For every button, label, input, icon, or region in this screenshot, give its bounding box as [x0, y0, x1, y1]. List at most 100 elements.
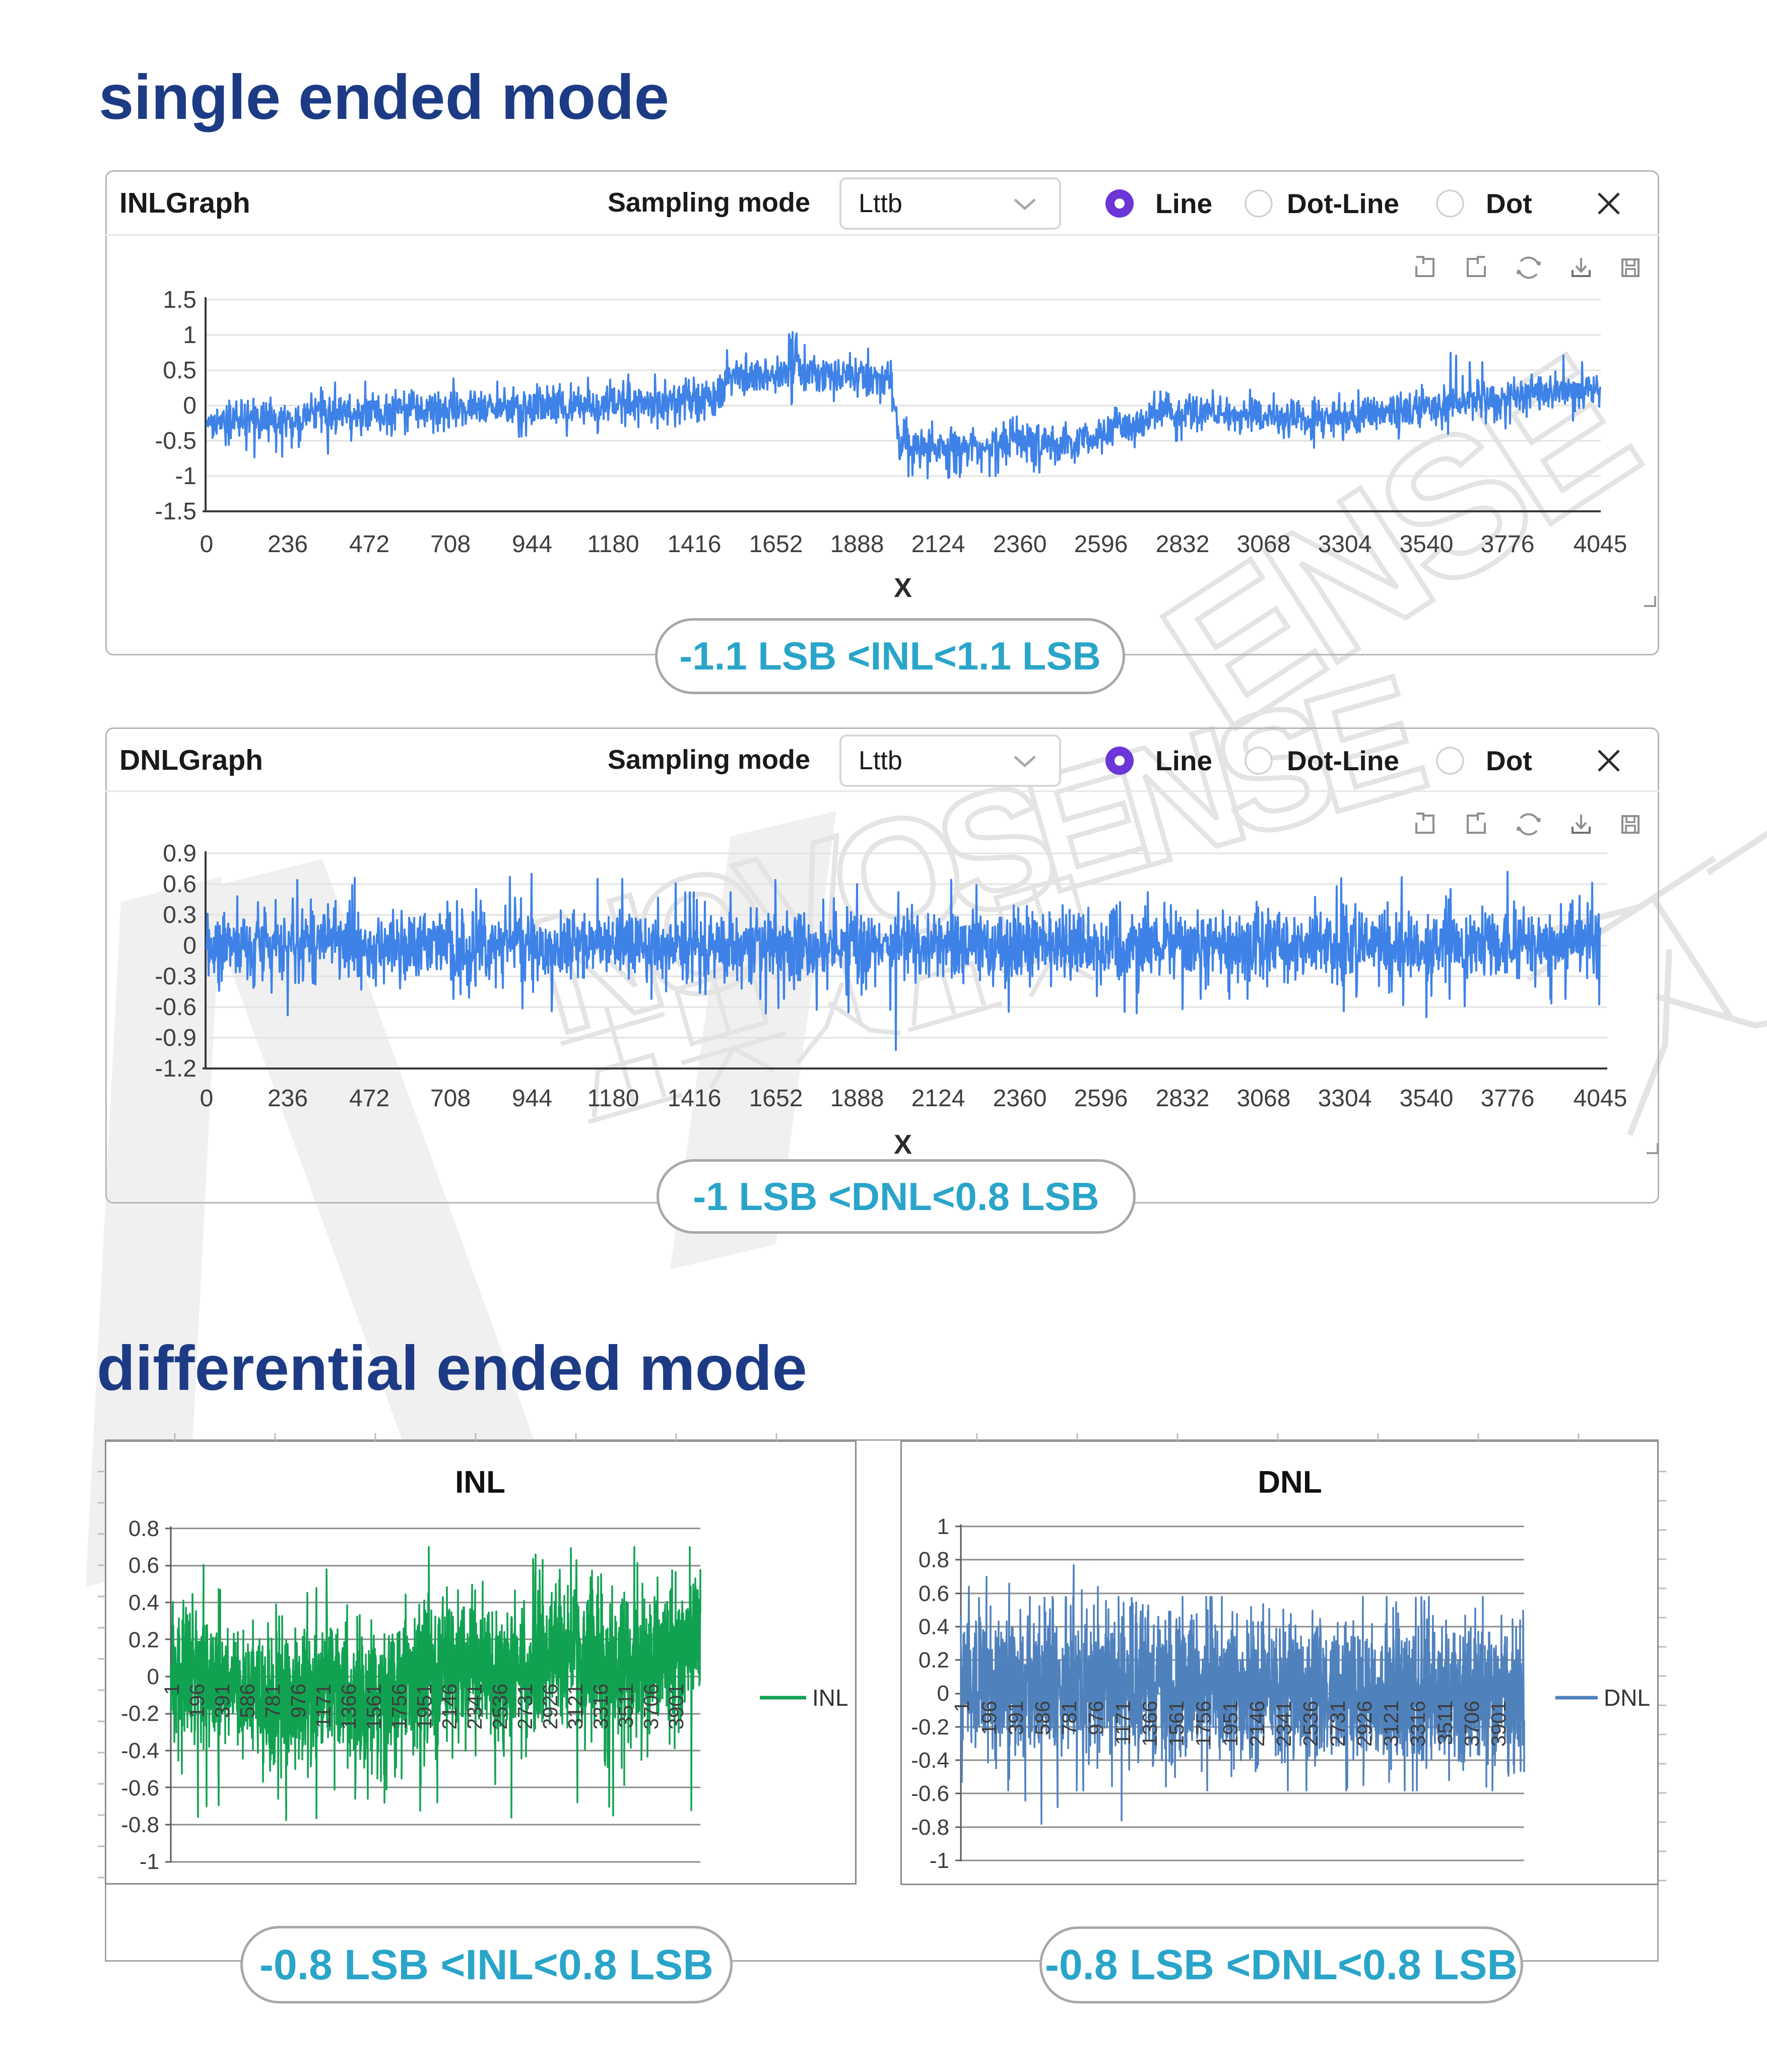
svg-text:2832: 2832	[1156, 531, 1210, 558]
svg-text:1180: 1180	[587, 531, 639, 558]
svg-text:3304: 3304	[1318, 1085, 1372, 1112]
svg-text:1951: 1951	[413, 1684, 436, 1729]
svg-text:0.2: 0.2	[919, 1648, 949, 1673]
svg-text:1756: 1756	[1192, 1701, 1215, 1747]
svg-text:781: 781	[1058, 1701, 1081, 1735]
svg-text:0.8: 0.8	[919, 1548, 949, 1572]
svg-text:3540: 3540	[1400, 1085, 1454, 1112]
svg-text:-0.5: -0.5	[155, 428, 197, 454]
svg-text:1.5: 1.5	[163, 287, 197, 313]
svg-text:1: 1	[183, 322, 197, 349]
svg-text:3776: 3776	[1481, 1085, 1535, 1112]
svg-text:-0.6: -0.6	[121, 1776, 159, 1800]
svg-text:2731: 2731	[1326, 1701, 1349, 1747]
svg-text:3901: 3901	[1487, 1701, 1510, 1747]
svg-text:3901: 3901	[665, 1684, 688, 1729]
svg-text:0: 0	[183, 392, 197, 419]
svg-text:-0.6: -0.6	[911, 1781, 949, 1806]
svg-text:1561: 1561	[1165, 1701, 1188, 1747]
svg-text:472: 472	[349, 1085, 389, 1112]
svg-text:2832: 2832	[1156, 1085, 1210, 1112]
svg-text:236: 236	[268, 1085, 308, 1112]
svg-text:3511: 3511	[1433, 1701, 1457, 1745]
svg-text:0: 0	[147, 1664, 159, 1689]
svg-text:236: 236	[268, 531, 308, 558]
svg-text:0.6: 0.6	[919, 1581, 949, 1606]
svg-text:4045: 4045	[1574, 1085, 1627, 1112]
svg-text:0.5: 0.5	[163, 357, 197, 384]
svg-text:INL: INL	[455, 1465, 505, 1500]
svg-text:2926: 2926	[1353, 1701, 1376, 1747]
svg-text:3511: 3511	[614, 1684, 637, 1728]
svg-text:-0.8: -0.8	[911, 1815, 949, 1840]
svg-text:1888: 1888	[830, 1085, 884, 1112]
svg-text:2341: 2341	[1272, 1701, 1295, 1747]
svg-text:472: 472	[349, 531, 389, 558]
svg-text:1366: 1366	[1138, 1701, 1161, 1747]
svg-text:2536: 2536	[1299, 1701, 1322, 1747]
svg-text:-0.8: -0.8	[121, 1813, 159, 1837]
svg-text:1888: 1888	[830, 531, 884, 558]
svg-text:586: 586	[236, 1684, 259, 1718]
svg-text:1561: 1561	[362, 1684, 385, 1729]
svg-text:0.9: 0.9	[163, 840, 197, 867]
svg-text:1366: 1366	[337, 1684, 360, 1729]
svg-text:2124: 2124	[911, 531, 965, 558]
svg-text:708: 708	[430, 1085, 471, 1112]
svg-text:-0.4: -0.4	[121, 1739, 159, 1763]
svg-text:3540: 3540	[1400, 531, 1454, 558]
svg-text:0.2: 0.2	[128, 1628, 159, 1652]
svg-text:2124: 2124	[911, 1085, 965, 1112]
svg-text:0.8: 0.8	[128, 1516, 159, 1541]
svg-text:944: 944	[512, 531, 552, 558]
svg-text:2536: 2536	[488, 1684, 511, 1729]
svg-text:-0.6: -0.6	[155, 994, 197, 1021]
svg-text:944: 944	[512, 1085, 552, 1112]
svg-text:2731: 2731	[513, 1684, 537, 1729]
svg-text:3121: 3121	[1380, 1701, 1403, 1747]
svg-text:INL: INL	[812, 1685, 848, 1711]
svg-text:X: X	[894, 573, 912, 603]
svg-text:0.6: 0.6	[163, 871, 197, 898]
svg-text:3068: 3068	[1237, 1085, 1291, 1112]
svg-text:DNL: DNL	[1258, 1465, 1322, 1500]
svg-text:2360: 2360	[993, 1085, 1047, 1112]
svg-text:2341: 2341	[463, 1684, 486, 1729]
svg-text:391: 391	[211, 1684, 234, 1718]
svg-text:976: 976	[287, 1684, 310, 1718]
svg-text:0: 0	[200, 531, 214, 558]
svg-text:3121: 3121	[564, 1684, 587, 1729]
svg-text:2146: 2146	[1246, 1701, 1269, 1747]
svg-text:-0.9: -0.9	[155, 1025, 197, 1051]
svg-text:196: 196	[977, 1701, 1001, 1735]
svg-text:3316: 3316	[1406, 1701, 1429, 1747]
svg-text:-0.3: -0.3	[155, 963, 197, 990]
svg-text:-1.2: -1.2	[155, 1055, 197, 1082]
svg-text:3706: 3706	[1460, 1701, 1483, 1747]
svg-text:0.4: 0.4	[919, 1615, 949, 1639]
svg-text:1416: 1416	[668, 1085, 722, 1112]
svg-text:0: 0	[200, 1085, 214, 1112]
svg-text:781: 781	[261, 1684, 284, 1718]
svg-text:1171: 1171	[312, 1684, 335, 1728]
svg-text:-1: -1	[175, 463, 197, 490]
svg-text:0.3: 0.3	[163, 902, 197, 928]
svg-text:-0.2: -0.2	[121, 1701, 159, 1726]
svg-text:-0.2: -0.2	[911, 1715, 949, 1740]
svg-text:1652: 1652	[749, 531, 803, 558]
svg-text:-1: -1	[930, 1848, 949, 1873]
svg-text:1: 1	[160, 1684, 183, 1695]
svg-text:391: 391	[1004, 1701, 1027, 1735]
svg-text:-1.5: -1.5	[155, 498, 197, 525]
svg-text:3706: 3706	[639, 1684, 663, 1729]
svg-text:X: X	[894, 1129, 912, 1160]
svg-text:976: 976	[1084, 1701, 1107, 1735]
svg-text:3316: 3316	[589, 1684, 612, 1729]
svg-text:0: 0	[183, 932, 197, 959]
svg-text:-0.4: -0.4	[911, 1748, 949, 1773]
svg-text:2360: 2360	[993, 531, 1047, 558]
svg-text:2596: 2596	[1074, 531, 1128, 558]
svg-text:3776: 3776	[1481, 531, 1535, 558]
svg-text:4045: 4045	[1574, 531, 1627, 558]
svg-text:1652: 1652	[749, 1085, 803, 1112]
